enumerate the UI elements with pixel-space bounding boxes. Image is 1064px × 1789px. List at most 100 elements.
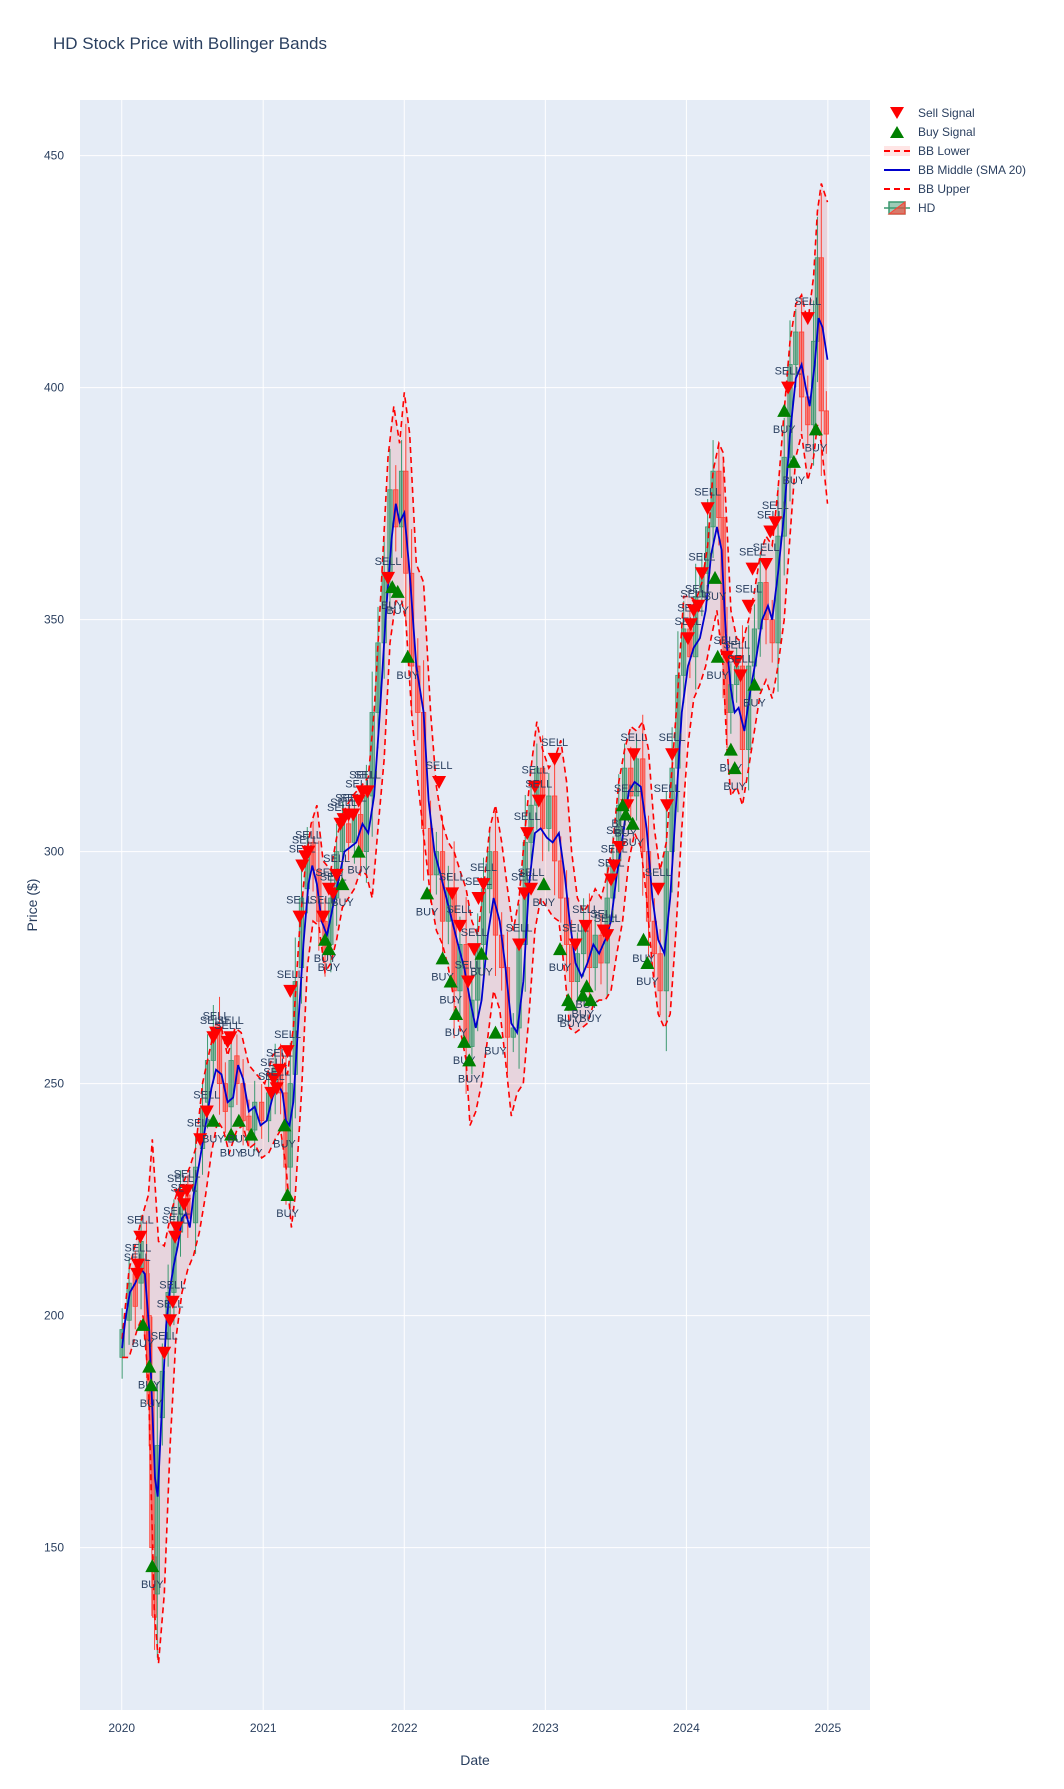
sell-signal-label: SELL [375, 556, 402, 568]
buy-signal-label: BUY [549, 962, 572, 974]
buy-signal-label: BUY [723, 781, 746, 793]
buy-signal-marker [636, 932, 651, 946]
buy-signal-marker [280, 1187, 295, 1201]
sell-signal-label: SELL [525, 779, 552, 791]
sell-signal-label: SELL [217, 1015, 244, 1027]
sell-signal-marker [173, 1188, 188, 1202]
sell-signal-label: SELL [594, 913, 621, 925]
buy-signal-label: BUY [560, 1018, 583, 1030]
sell-signal-label: SELL [714, 635, 741, 647]
sell-signal-marker [578, 919, 593, 933]
buy-signal-marker [142, 1359, 157, 1373]
sell-signal-label: SELL [654, 783, 681, 795]
sell-signal-label: SELL [193, 1089, 220, 1101]
sell-signal-marker [660, 799, 675, 813]
y-tick-label: 250 [44, 1077, 64, 1091]
sell-signal-label: SELL [323, 853, 350, 865]
triangle-down-icon [890, 107, 904, 119]
sell-signal-marker [432, 776, 447, 790]
sell-signal-label: SELL [151, 1331, 178, 1343]
legend-item[interactable]: Buy Signal [890, 125, 975, 139]
sell-signal-marker [719, 650, 734, 664]
sell-signal-marker [209, 1026, 224, 1040]
buy-signal-marker [563, 997, 578, 1011]
sell-signal-marker [445, 887, 460, 901]
buy-signal-label: BUY [386, 605, 409, 617]
buy-signal-marker [449, 1007, 464, 1021]
buy-signal-label: BUY [202, 1134, 225, 1146]
sell-signal-marker [169, 1221, 184, 1235]
sell-signal-label: SELL [606, 825, 633, 837]
buy-signal-marker [443, 974, 458, 988]
sell-signal-label: SELL [354, 769, 381, 781]
candle-body [739, 665, 746, 750]
legend-label: BB Middle (SMA 20) [918, 163, 1026, 177]
sell-signal-marker [346, 808, 361, 822]
legend-label: HD [918, 201, 936, 215]
legend-label: BB Lower [918, 144, 970, 158]
candle-body [439, 851, 446, 922]
candle-body [222, 1083, 228, 1112]
sell-signal-marker [729, 655, 744, 669]
sell-signal-marker [130, 1258, 145, 1272]
candle-body [651, 920, 657, 955]
buy-signal-marker [777, 403, 792, 417]
sell-signal-label: SELL [349, 769, 376, 781]
candle-body [810, 340, 817, 426]
buy-signal-label: BUY [783, 475, 806, 487]
sell-signal-label: SELL [794, 296, 821, 308]
sell-signal-label: SELL [518, 867, 545, 879]
sell-signal-marker [280, 1045, 295, 1059]
buy-signal-marker [575, 988, 590, 1002]
sell-signal-marker [476, 878, 491, 892]
sell-signal-label: SELL [775, 366, 802, 378]
legend-item[interactable]: BB Middle (SMA 20) [884, 163, 1026, 177]
sell-signal-marker [651, 882, 666, 896]
candle-body [552, 795, 558, 862]
candle-body [528, 804, 534, 843]
x-tick-label: 2023 [532, 1721, 559, 1735]
sell-signal-label: SELL [125, 1243, 152, 1255]
sell-signal-marker [531, 794, 546, 808]
sell-signal-marker [461, 975, 476, 989]
sell-signal-marker [452, 919, 467, 933]
sell-signal-marker [292, 910, 307, 924]
buy-signal-marker [244, 1127, 259, 1141]
sell-signal-marker [512, 938, 527, 952]
sell-signal-marker [607, 859, 622, 873]
buy-signal-marker [786, 454, 801, 468]
sell-signal-marker [269, 1082, 284, 1096]
legend-item[interactable]: BB Lower [884, 144, 970, 158]
legend[interactable]: Sell Signal Buy Signal BB Lower BB Middle (… [884, 106, 1026, 215]
sell-signal-marker [283, 984, 298, 998]
candle-body [793, 331, 799, 365]
legend-item[interactable]: Sell Signal [890, 106, 975, 120]
candle-body [259, 1101, 265, 1122]
sell-signal-marker [157, 1346, 172, 1360]
sell-signal-marker [329, 868, 344, 882]
buy-signal-label: BUY [347, 865, 370, 877]
sell-signal-label: SELL [263, 1066, 290, 1078]
buy-signal-label: BUY [445, 1027, 468, 1039]
buy-signal-marker [351, 844, 366, 858]
triangle-up-icon [890, 126, 904, 138]
buy-signal-marker [277, 1118, 292, 1132]
buy-signal-label: BUY [273, 1138, 296, 1150]
legend-item[interactable]: BB Upper [884, 182, 970, 196]
buy-signal-marker [400, 649, 415, 663]
buy-signal-marker [536, 877, 551, 891]
candle-body [487, 851, 493, 890]
y-tick-label: 400 [44, 381, 64, 395]
candle-body [633, 758, 640, 797]
legend-item[interactable]: HD [884, 201, 936, 215]
sell-signal-marker [763, 525, 778, 539]
buy-signal-marker [723, 742, 738, 756]
sell-signal-label: SELL [470, 862, 497, 874]
buy-signal-marker [144, 1378, 159, 1392]
sell-signal-label: SELL [159, 1280, 186, 1292]
sell-signal-marker [351, 794, 366, 808]
sell-signal-label: SELL [735, 584, 762, 596]
candle-body [705, 526, 711, 574]
